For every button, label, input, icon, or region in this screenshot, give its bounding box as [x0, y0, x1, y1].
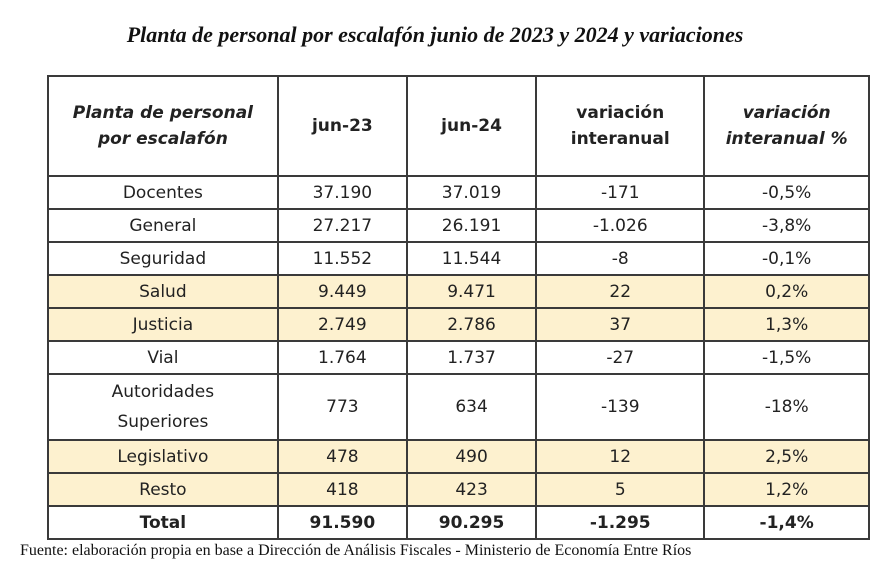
staff-table: Planta de personal por escalafón jun-23 …: [47, 75, 870, 540]
row-label: Docentes: [47, 175, 279, 210]
jun24-cell: 90.295: [405, 505, 538, 540]
jun23-cell: 27.217: [276, 208, 408, 243]
jun23-cell: 478: [276, 439, 408, 474]
variation-pct-cell: -1,5%: [703, 340, 870, 375]
row-label: Vial: [47, 340, 279, 375]
jun23-cell: 2.749: [276, 307, 408, 342]
row-label: Autoridades Superiores: [47, 373, 279, 441]
jun24-cell: 26.191: [405, 208, 538, 243]
row-label: Justicia: [47, 307, 279, 342]
row-label: Resto: [47, 472, 279, 507]
row-label: Salud: [47, 274, 279, 309]
row-label: Seguridad: [47, 241, 279, 276]
variation-cell: 12: [535, 439, 706, 474]
total-row: Total 91.590 90.295 -1.295 -1,4%: [47, 505, 870, 540]
source-note: Fuente: elaboración propia en base a Dir…: [20, 542, 692, 559]
jun24-cell: 37.019: [405, 175, 538, 210]
variation-cell: 37: [535, 307, 706, 342]
table-row: Salud 9.449 9.471 22 0,2%: [47, 274, 870, 309]
variation-cell: -1.295: [535, 505, 706, 540]
variation-pct-cell: 1,2%: [703, 472, 870, 507]
jun23-cell: 418: [276, 472, 408, 507]
jun23-cell: 1.764: [276, 340, 408, 375]
header-variation-pct: variación interanual %: [703, 75, 870, 177]
variation-cell: -139: [535, 373, 706, 441]
table-row: Docentes 37.190 37.019 -171 -0,5%: [47, 175, 870, 210]
variation-cell: -171: [535, 175, 706, 210]
jun24-cell: 1.737: [405, 340, 538, 375]
jun23-cell: 11.552: [276, 241, 408, 276]
jun23-cell: 91.590: [276, 505, 408, 540]
variation-pct-cell: -0,1%: [703, 241, 870, 276]
variation-pct-cell: -1,4%: [703, 505, 870, 540]
jun24-cell: 2.786: [405, 307, 538, 342]
table-row: General 27.217 26.191 -1.026 -3,8%: [47, 208, 870, 243]
row-label: Total: [47, 505, 279, 540]
table-row: Autoridades Superiores 773 634 -139 -18%: [47, 373, 870, 441]
variation-cell: 5: [535, 472, 706, 507]
variation-cell: -8: [535, 241, 706, 276]
jun24-cell: 11.544: [405, 241, 538, 276]
jun23-cell: 773: [276, 373, 408, 441]
table-row: Vial 1.764 1.737 -27 -1,5%: [47, 340, 870, 375]
jun24-cell: 9.471: [405, 274, 538, 309]
variation-cell: 22: [535, 274, 706, 309]
table-row: Resto 418 423 5 1,2%: [47, 472, 870, 507]
variation-pct-cell: 1,3%: [703, 307, 870, 342]
variation-pct-cell: -0,5%: [703, 175, 870, 210]
variation-pct-cell: -18%: [703, 373, 870, 441]
table-row: Legislativo 478 490 12 2,5%: [47, 439, 870, 474]
header-variation: variación interanual: [535, 75, 706, 177]
jun24-cell: 490: [405, 439, 538, 474]
variation-cell: -27: [535, 340, 706, 375]
jun24-cell: 634: [405, 373, 538, 441]
table-title: Planta de personal por escalafón junio d…: [126, 22, 744, 47]
header-jun23: jun-23: [276, 75, 408, 177]
jun24-cell: 423: [405, 472, 538, 507]
header-row: Planta de personal por escalafón jun-23 …: [47, 75, 870, 177]
jun23-cell: 9.449: [276, 274, 408, 309]
table-row: Justicia 2.749 2.786 37 1,3%: [47, 307, 870, 342]
header-jun24: jun-24: [405, 75, 538, 177]
variation-pct-cell: 0,2%: [703, 274, 870, 309]
row-label: Legislativo: [47, 439, 279, 474]
row-label: General: [47, 208, 279, 243]
jun23-cell: 37.190: [276, 175, 408, 210]
header-category: Planta de personal por escalafón: [47, 75, 279, 177]
variation-pct-cell: -3,8%: [703, 208, 870, 243]
variation-cell: -1.026: [535, 208, 706, 243]
table-row: Seguridad 11.552 11.544 -8 -0,1%: [47, 241, 870, 276]
variation-pct-cell: 2,5%: [703, 439, 870, 474]
